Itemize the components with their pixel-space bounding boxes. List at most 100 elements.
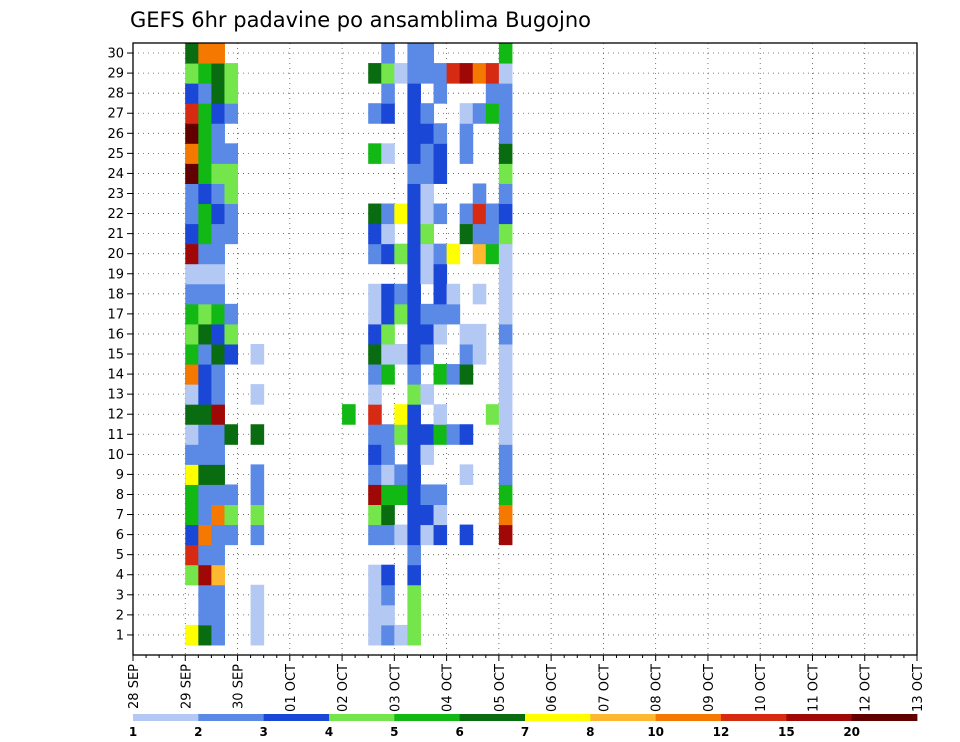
heatmap-cell xyxy=(407,263,421,285)
heatmap-cell xyxy=(185,303,199,325)
heatmap-cell xyxy=(394,203,408,225)
heatmap-cell xyxy=(407,323,421,345)
heatmap-cell xyxy=(368,504,382,526)
heatmap-cell xyxy=(185,223,199,245)
heatmap-cell xyxy=(224,323,239,345)
heatmap-cell xyxy=(498,464,513,485)
y-tick-label: 5 xyxy=(116,548,124,563)
heatmap-cell xyxy=(459,364,474,385)
heatmap-cell xyxy=(211,424,225,445)
heatmap-cell xyxy=(420,123,435,144)
heatmap-cell xyxy=(459,343,474,365)
heatmap-cell xyxy=(211,183,225,205)
heatmap-cell xyxy=(407,223,421,245)
colorbar-swatch xyxy=(525,714,591,721)
heatmap-cell xyxy=(498,364,513,385)
heatmap-cell xyxy=(407,303,421,325)
heatmap-cell xyxy=(498,243,513,265)
heatmap-cell xyxy=(198,163,212,184)
chart-title: GEFS 6hr padavine po ansamblima Bugojno xyxy=(130,8,591,32)
heatmap-cell xyxy=(368,584,382,606)
heatmap-cell xyxy=(211,303,225,325)
heatmap-cell xyxy=(211,484,225,506)
heatmap-cell xyxy=(185,263,199,285)
heatmap-cell xyxy=(394,624,408,646)
heatmap-cell xyxy=(381,83,395,104)
heatmap-cell xyxy=(498,83,513,104)
heatmap-cell xyxy=(185,243,199,265)
heatmap-cell xyxy=(420,143,435,164)
heatmap-cell xyxy=(381,484,395,506)
heatmap-cell xyxy=(211,464,225,485)
heatmap-cell xyxy=(211,223,225,245)
heatmap-cell xyxy=(198,283,212,305)
heatmap-cell xyxy=(368,484,382,506)
colorbar-swatch xyxy=(394,714,461,721)
heatmap-cell xyxy=(368,303,382,325)
heatmap-cell xyxy=(368,604,382,626)
heatmap-cell xyxy=(498,223,513,245)
heatmap-cell xyxy=(198,584,212,606)
heatmap-cell xyxy=(211,384,225,405)
colorbar-label: 5 xyxy=(390,725,398,739)
heatmap-cell xyxy=(368,283,382,305)
heatmap-cell xyxy=(446,364,461,385)
heatmap-cell xyxy=(198,243,212,265)
heatmap-cell xyxy=(211,584,225,606)
heatmap-cell xyxy=(198,544,212,566)
y-tick-label: 4 xyxy=(116,568,124,583)
heatmap-cell xyxy=(485,243,500,265)
heatmap-cell xyxy=(446,283,461,305)
heatmap-cell xyxy=(198,464,212,485)
colorbar-swatch xyxy=(721,714,787,721)
heatmap-cell xyxy=(368,323,382,345)
heatmap-cell xyxy=(368,103,382,124)
heatmap-cell xyxy=(224,183,239,205)
x-tick-label: 12 OCT xyxy=(859,664,874,712)
heatmap-cell xyxy=(211,624,225,646)
heatmap-cell xyxy=(368,243,382,265)
heatmap-cell xyxy=(498,123,513,144)
y-tick-label: 7 xyxy=(116,508,124,523)
y-tick-label: 26 xyxy=(107,127,124,142)
heatmap-cell xyxy=(211,163,225,184)
heatmap-cell xyxy=(394,303,408,325)
heatmap-cell xyxy=(433,143,448,164)
heatmap-cell xyxy=(420,163,435,184)
heatmap-cell xyxy=(381,43,395,64)
heatmap-cell xyxy=(185,103,199,124)
heatmap-cell xyxy=(420,323,435,345)
heatmap-cell xyxy=(394,524,408,546)
colorbar-label: 4 xyxy=(325,725,333,739)
heatmap-cell xyxy=(498,384,513,405)
colorbar-swatch xyxy=(459,714,526,721)
heatmap-cell xyxy=(498,343,513,365)
heatmap-cell xyxy=(407,464,421,485)
heatmap-cell xyxy=(420,384,435,405)
heatmap-cell xyxy=(185,624,199,646)
heatmap-cell xyxy=(342,404,356,425)
heatmap-cell xyxy=(485,103,500,124)
heatmap-cell xyxy=(185,524,199,546)
heatmap-cell xyxy=(394,243,408,265)
heatmap-cell xyxy=(368,564,382,586)
heatmap-cell xyxy=(381,584,395,606)
heatmap-cell xyxy=(433,504,448,526)
heatmap-cell xyxy=(433,424,448,445)
heatmap-cell xyxy=(198,83,212,104)
heatmap-cell xyxy=(407,484,421,506)
heatmap-cell xyxy=(381,63,395,84)
heatmap-cell xyxy=(198,263,212,285)
y-tick-label: 17 xyxy=(107,307,124,322)
heatmap-cell xyxy=(381,524,395,546)
heatmap-cell xyxy=(498,444,513,465)
colorbar-swatch xyxy=(590,714,657,721)
heatmap-cell xyxy=(198,143,212,164)
y-tick-label: 6 xyxy=(116,528,124,543)
colorbar: 1 2 3 4 5 6 7 8 10 12 15 20 xyxy=(129,714,918,739)
y-tick-label: 23 xyxy=(107,187,124,202)
heatmap-cell xyxy=(433,163,448,184)
heatmap-cell xyxy=(381,604,395,626)
heatmap-cell xyxy=(224,504,239,526)
heatmap-cell xyxy=(459,424,474,445)
